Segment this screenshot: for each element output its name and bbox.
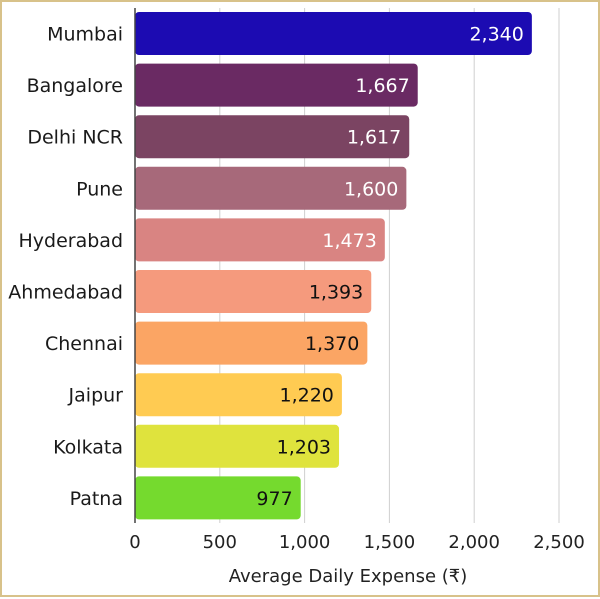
bar <box>135 476 301 520</box>
y-category-label: Ahmedabad <box>8 282 123 304</box>
y-category-label: Pune <box>76 178 123 200</box>
bar <box>135 270 372 313</box>
y-category-label: Bangalore <box>27 75 123 97</box>
x-tick-label: 1,500 <box>364 532 416 553</box>
bar-value-label: 977 <box>256 488 292 510</box>
y-category-label: Kolkata <box>53 436 123 458</box>
x-tick-label: 500 <box>203 532 237 553</box>
x-tick-label: 2,000 <box>448 532 500 553</box>
x-axis-label: Average Daily Expense (₹) <box>229 566 468 587</box>
bar-value-label: 1,220 <box>280 385 334 407</box>
y-category-label: Patna <box>70 488 123 510</box>
x-tick-label: 2,500 <box>533 532 585 553</box>
bar-value-label: 1,473 <box>322 230 376 252</box>
bar <box>135 63 418 107</box>
axes: 0 500 1,000 1,500 2,000 2,500 Mumbai Bangalore D… <box>8 8 585 553</box>
bar <box>135 115 410 159</box>
bar-value-label: 1,617 <box>347 127 401 149</box>
bar <box>135 424 340 468</box>
y-category-label: Mumbai <box>47 24 123 46</box>
bar <box>135 12 532 55</box>
x-tick-label: 1,000 <box>279 532 331 553</box>
bar <box>135 166 407 210</box>
x-tick-label: 0 <box>129 532 140 553</box>
bar <box>135 373 342 417</box>
bar-value-label: 1,203 <box>277 436 331 458</box>
bar <box>135 321 368 365</box>
bar-value-label: 1,370 <box>305 333 359 355</box>
bar-value-label: 1,667 <box>355 75 409 97</box>
y-category-label: Delhi NCR <box>27 127 123 149</box>
bar-value-label: 1,393 <box>309 282 363 304</box>
y-category-label: Jaipur <box>68 385 124 407</box>
bar <box>135 218 385 262</box>
bars: 2,340 1,667 1,617 1,600 1,473 1,393 1,370 1,220… <box>135 12 532 520</box>
bar-value-label: 2,340 <box>469 24 523 46</box>
y-category-label: Chennai <box>45 333 123 355</box>
y-category-label: Hyderabad <box>19 230 124 252</box>
bar-value-label: 1,600 <box>344 178 398 200</box>
